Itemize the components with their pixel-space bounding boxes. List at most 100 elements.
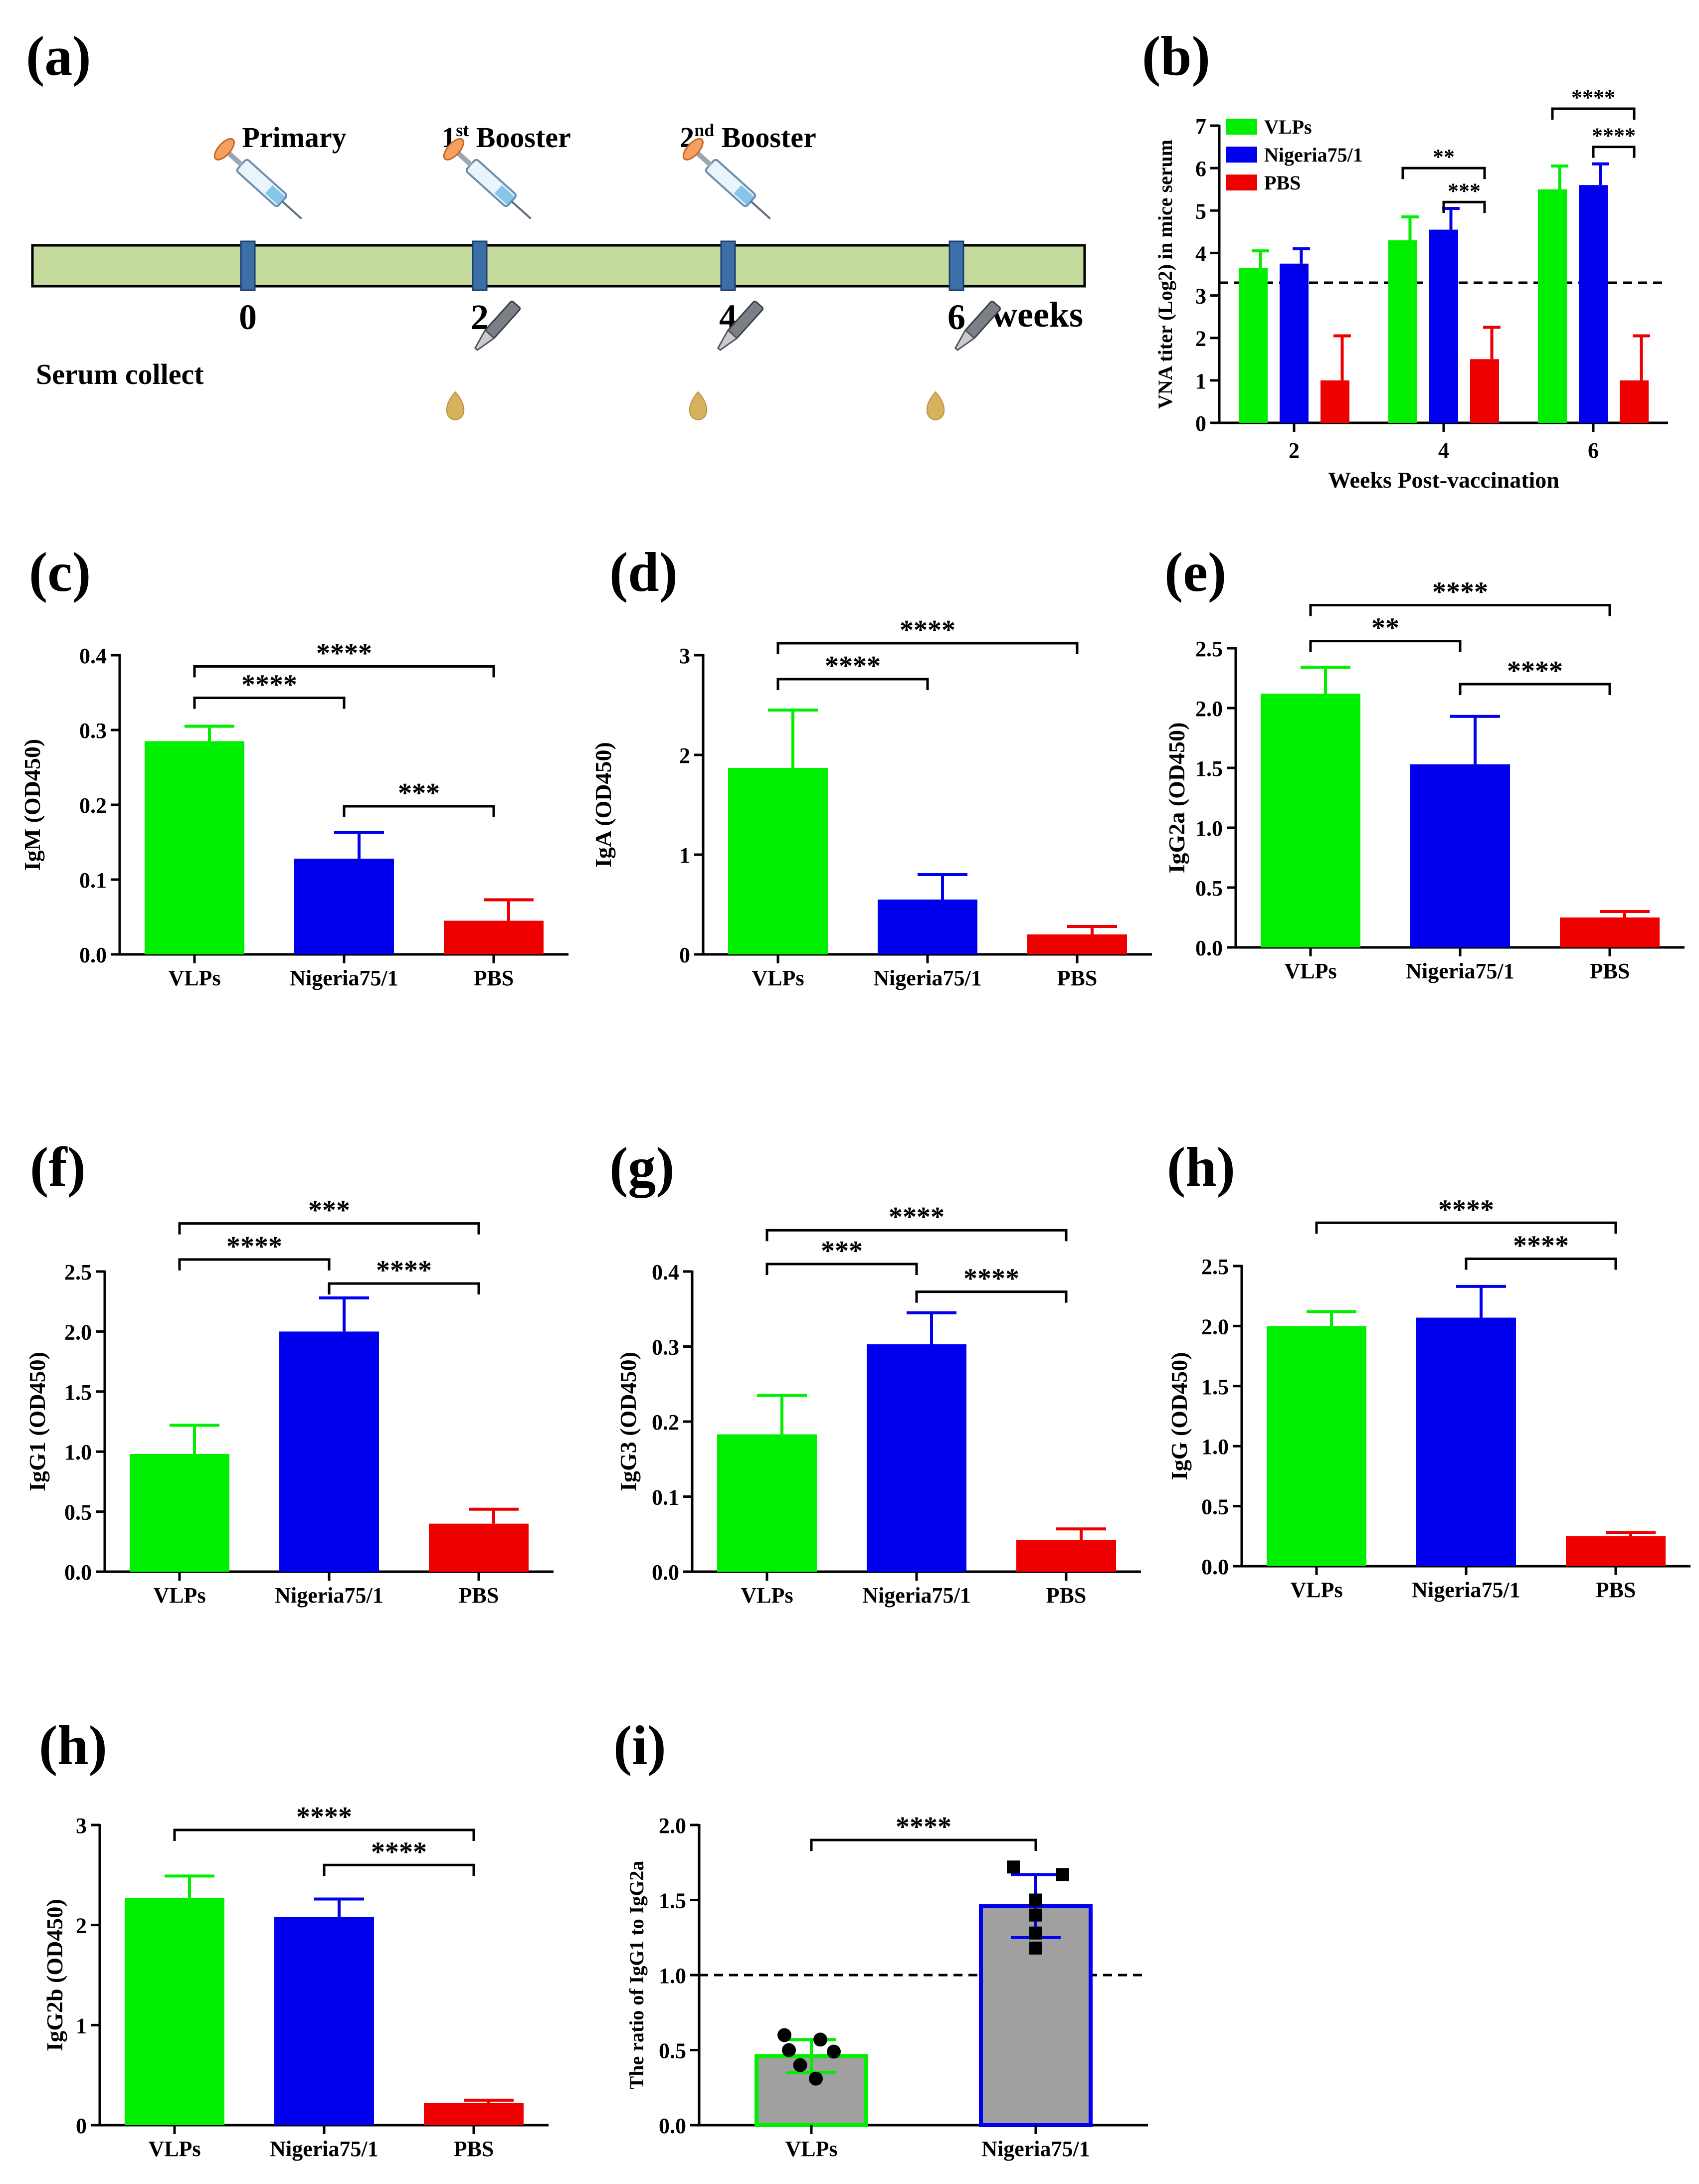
significance-label: **** (1432, 577, 1488, 608)
significance-bracket (776, 678, 929, 690)
significance-label: **** (241, 670, 297, 701)
y-tick-label: 1 (76, 2013, 87, 2038)
significance-bracket (1309, 640, 1462, 652)
x-tick-label: 4 (1438, 438, 1449, 463)
y-tick-label: 5 (1195, 199, 1206, 223)
y-axis-title: The ratio of IgG1 to IgG2a (625, 1861, 648, 2090)
significance-bracket (1401, 167, 1486, 180)
significance-label: *** (308, 1195, 350, 1226)
bar-nigeria751 (878, 900, 977, 954)
significance-bracket (178, 1222, 480, 1235)
significance-label: **** (1513, 1231, 1569, 1262)
panel-letter-h1: (h) (1167, 1136, 1235, 1198)
timeline-marker (948, 240, 964, 291)
bar-nigeria751 (1416, 1317, 1516, 1566)
significance-bracket (776, 642, 1079, 654)
y-tick-label: 0.0 (1195, 936, 1223, 960)
x-tick-label: VLPs (1290, 1578, 1342, 1602)
y-tick-label: 0.5 (64, 1500, 92, 1525)
syringe-thumb (443, 138, 464, 161)
y-tick-label: 0.3 (79, 719, 107, 743)
pipette-icon (689, 300, 764, 421)
event-label-superscript: nd (694, 120, 714, 140)
y-tick-label: 0 (679, 943, 690, 967)
y-tick-label: 2.5 (64, 1260, 92, 1284)
syringe-thumb (682, 138, 704, 161)
significance-label: ** (1433, 145, 1455, 169)
y-tick-label: 0.3 (652, 1335, 679, 1360)
data-point-square (1029, 1926, 1042, 1940)
y-tick-label: 1.0 (659, 1964, 686, 1988)
significance-label: ** (1371, 613, 1399, 644)
data-point-circle (827, 2044, 841, 2059)
panel-letter-g: (g) (609, 1136, 675, 1198)
pipette-tip (954, 329, 976, 351)
timeline-marker (472, 240, 488, 291)
significance-label: **** (900, 615, 955, 646)
x-tick-label: Nigeria75/1 (270, 2137, 378, 2161)
syringe-needle (750, 200, 771, 220)
serum-drop (446, 391, 465, 421)
y-tick-label: 4 (1195, 241, 1206, 266)
y-tick-label: 1.0 (64, 1440, 92, 1464)
pipette-body (954, 300, 1001, 351)
bar-vlps (1538, 189, 1567, 423)
significance-bracket (1459, 683, 1611, 695)
syringe-needle (511, 200, 532, 220)
y-tick-label: 1 (679, 843, 690, 868)
significance-label: **** (963, 1264, 1019, 1294)
bar-vlps (145, 741, 244, 954)
syringe-thumb (213, 138, 235, 161)
x-tick-label: VLPs (1284, 959, 1336, 983)
significance-label: **** (1592, 124, 1636, 148)
y-tick-label: 3 (679, 644, 690, 668)
pipette-icon (446, 300, 521, 421)
y-tick-label: 0.1 (79, 868, 107, 893)
pipette-icon (926, 300, 1001, 421)
timeline-bar (31, 244, 1086, 288)
bar-vlps (130, 1454, 229, 1572)
significance-bracket (193, 665, 495, 678)
serum-drop (926, 391, 945, 421)
y-tick-label: 0 (1195, 411, 1206, 436)
y-tick-label: 0.5 (1195, 876, 1223, 901)
pipette-body (474, 300, 521, 351)
bar-vlps (1267, 1326, 1366, 1566)
x-tick-label: PBS (1596, 1578, 1636, 1602)
syringe-liquid (265, 185, 285, 205)
x-tick-label: Nigeria75/1 (1406, 959, 1514, 983)
legend-label: VLPs (1264, 116, 1312, 138)
y-tick-label: 1.5 (64, 1380, 92, 1405)
data-point-circle (782, 2043, 796, 2057)
significance-bracket (1592, 146, 1636, 158)
y-tick-label: 0.0 (79, 943, 107, 967)
significance-label: **** (1507, 656, 1563, 687)
significance-label: **** (1571, 85, 1615, 110)
bar-vlps (728, 768, 828, 954)
panel-letter-c: (c) (29, 542, 91, 603)
timeline-marker (240, 240, 256, 291)
y-tick-label: 0 (76, 2114, 87, 2138)
pipette-shaft (485, 300, 521, 339)
x-tick-label: VLPs (785, 2137, 837, 2161)
significance-bracket (323, 1863, 475, 1876)
bar-vlps (1261, 694, 1360, 947)
y-tick-label: 2.0 (659, 1814, 686, 1838)
y-tick-label: 0.0 (64, 1560, 92, 1585)
y-axis-title: IgG1 (OD450) (24, 1352, 50, 1491)
significance-bracket (810, 1838, 1037, 1851)
x-tick-label: VLPs (741, 1583, 793, 1608)
y-tick-label: 3 (1195, 284, 1206, 309)
bar-pbs (424, 2103, 524, 2125)
significance-bracket (1465, 1258, 1617, 1270)
bar-pbs (1566, 1536, 1666, 1566)
significance-label: **** (376, 1255, 432, 1286)
bar-pbs (1027, 934, 1127, 954)
y-tick-label: 2.0 (64, 1320, 92, 1344)
significance-label: **** (296, 1802, 352, 1832)
y-tick-label: 0.4 (652, 1260, 679, 1284)
significance-label: **** (371, 1836, 427, 1867)
panel-letter-b: (b) (1142, 25, 1210, 87)
y-tick-label: 3 (76, 1814, 87, 1838)
x-tick-label: Nigeria75/1 (862, 1583, 971, 1608)
